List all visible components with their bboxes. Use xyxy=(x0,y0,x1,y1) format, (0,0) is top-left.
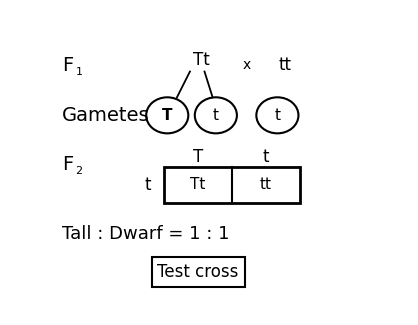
Text: Test cross: Test cross xyxy=(157,263,239,281)
Bar xyxy=(164,167,300,203)
Text: x: x xyxy=(242,58,251,72)
Text: F: F xyxy=(62,56,73,75)
Text: Gametes: Gametes xyxy=(62,106,150,125)
Text: T: T xyxy=(162,108,173,123)
Text: tt: tt xyxy=(279,56,292,74)
Text: F: F xyxy=(62,155,73,174)
Text: t: t xyxy=(213,108,219,123)
Text: 2: 2 xyxy=(76,166,83,176)
Text: t: t xyxy=(145,176,151,194)
Text: t: t xyxy=(274,108,280,123)
Text: T: T xyxy=(193,148,203,166)
Text: Tall : Dwarf = 1 : 1: Tall : Dwarf = 1 : 1 xyxy=(62,225,229,243)
Text: 1: 1 xyxy=(76,67,83,77)
Text: Tt: Tt xyxy=(190,177,206,192)
Text: tt: tt xyxy=(260,177,272,192)
Text: Tt: Tt xyxy=(193,51,210,69)
Text: t: t xyxy=(263,148,269,166)
